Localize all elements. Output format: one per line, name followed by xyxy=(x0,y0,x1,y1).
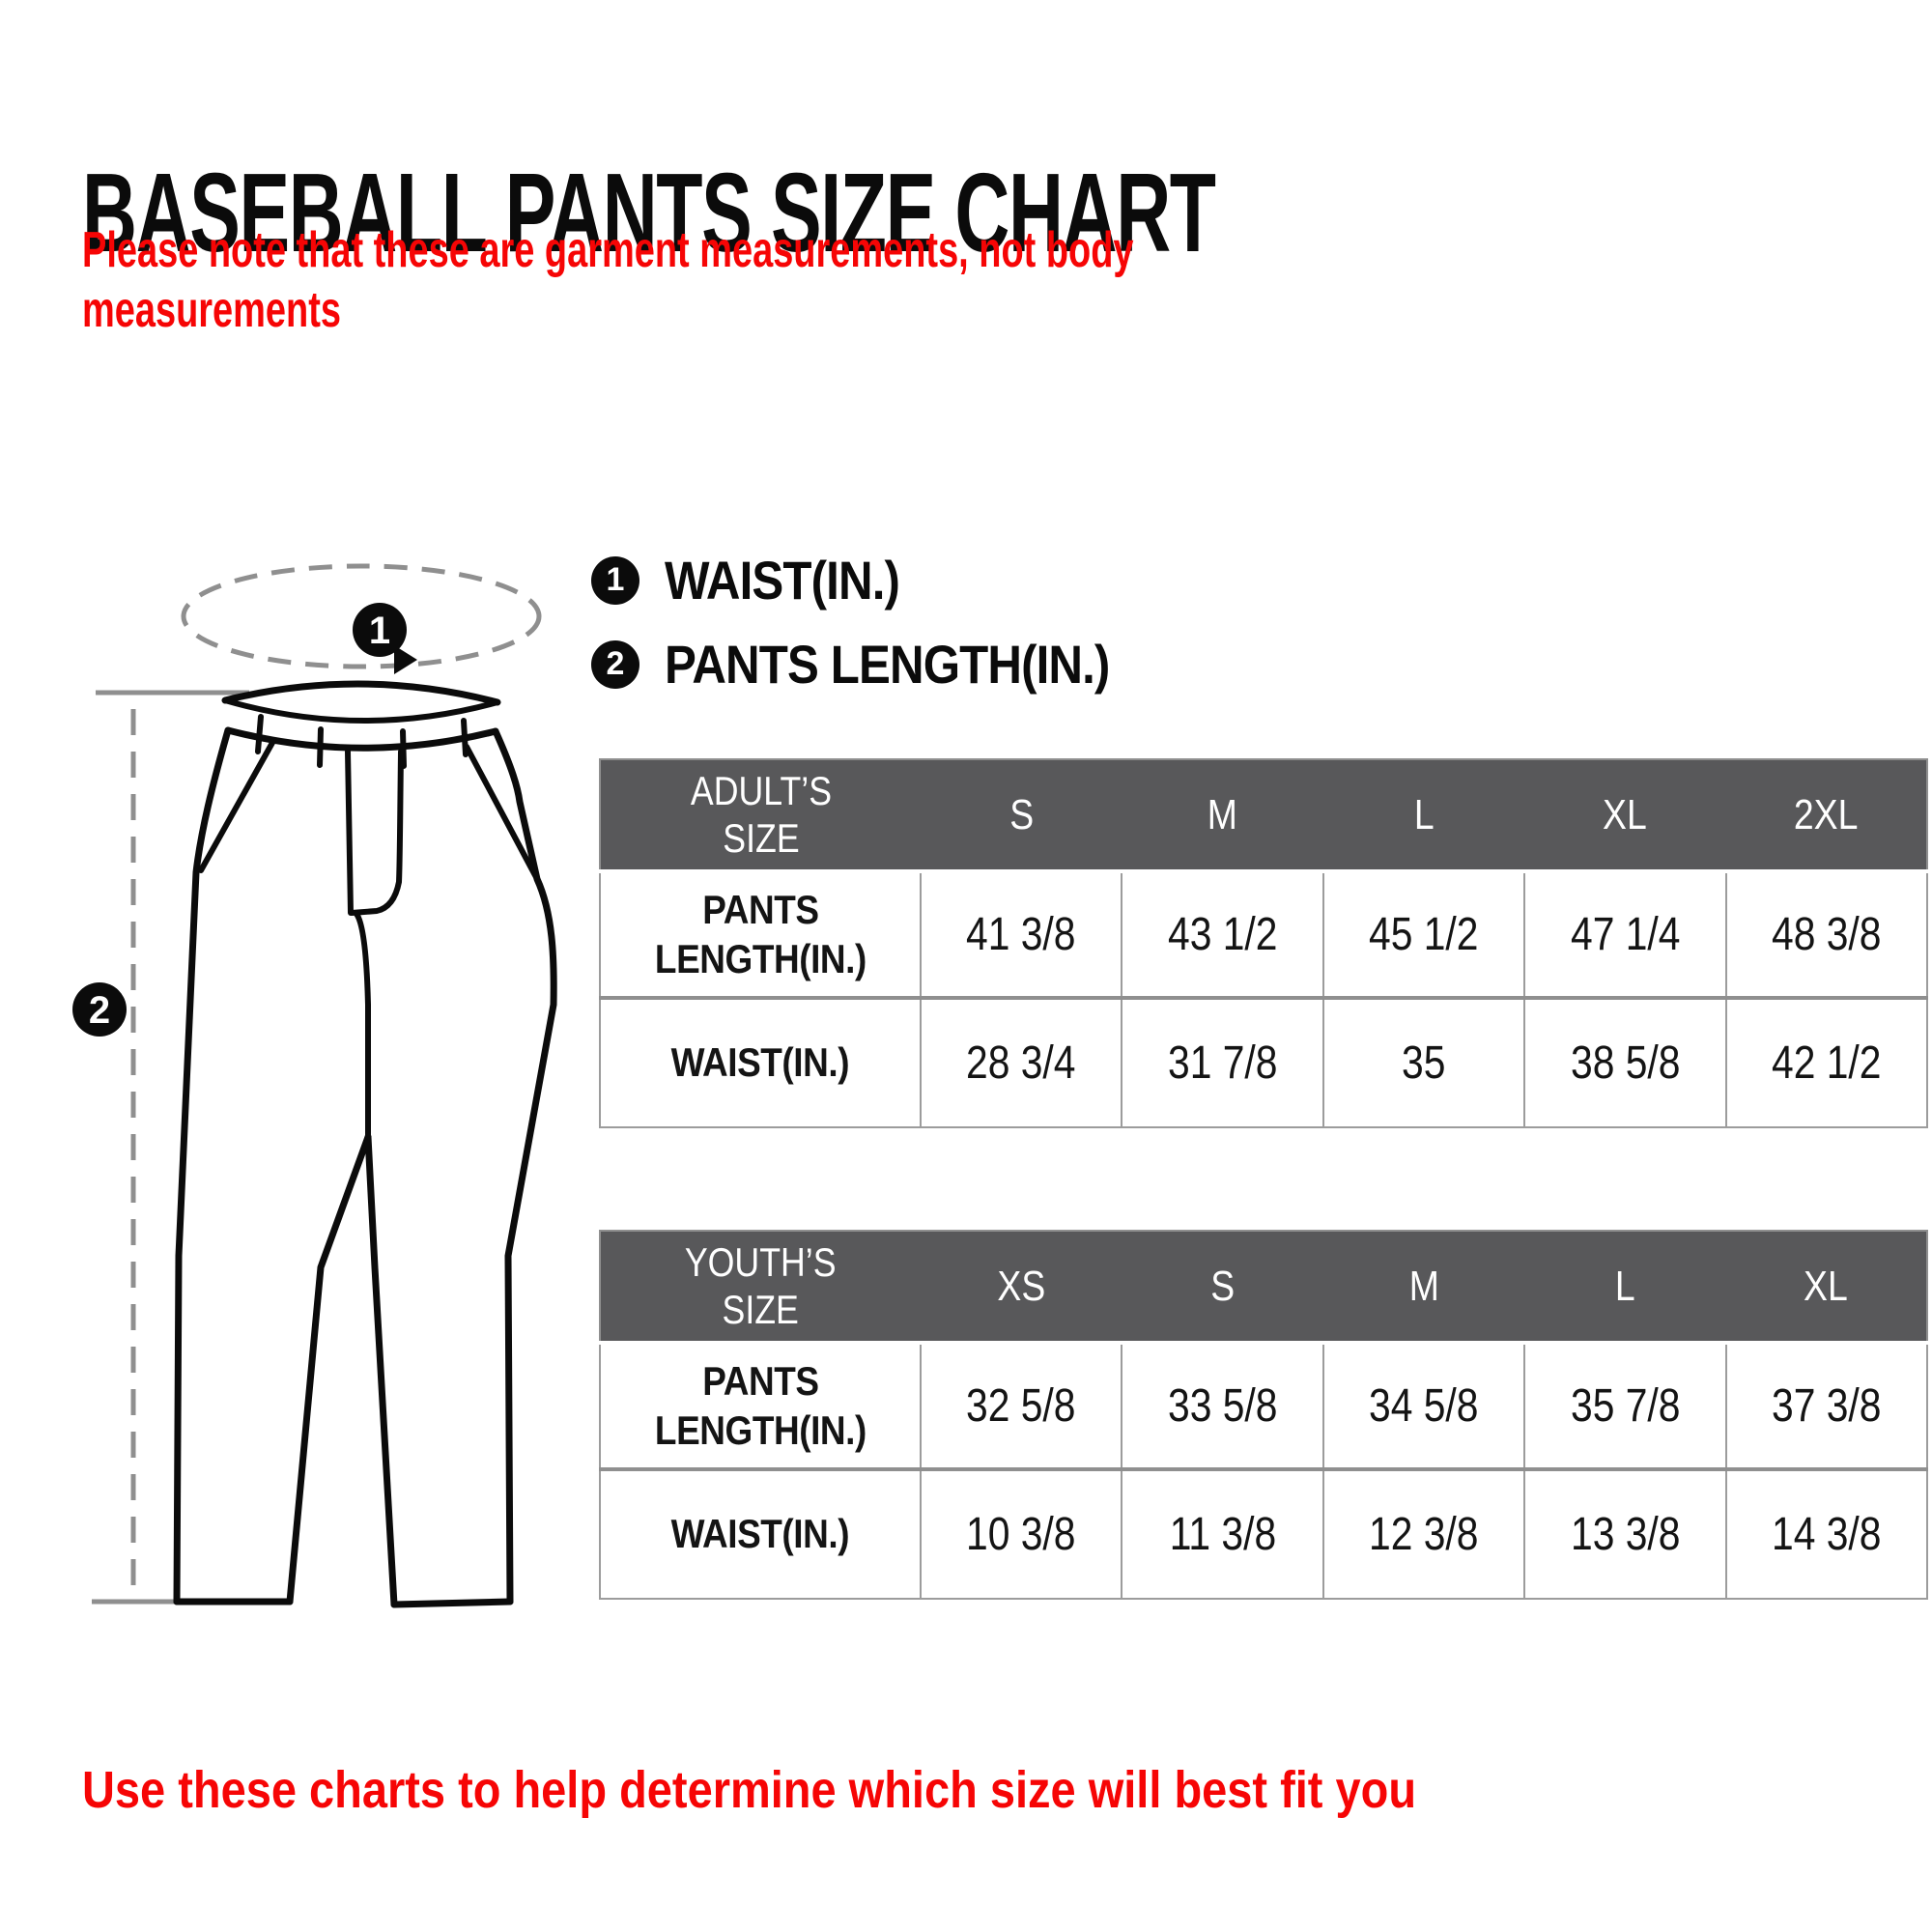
row-label: WAIST(IN.) xyxy=(599,1467,922,1600)
length-marker-circle: 2 xyxy=(72,982,127,1037)
belt-loop xyxy=(255,714,264,754)
fit-help-note: Use these charts to help determine which… xyxy=(82,1761,1417,1819)
pants-illustration: 1 2 xyxy=(68,425,609,1642)
legend-item-waist: 1 WAIST(IN.) xyxy=(591,549,1170,611)
table-cell: 43 1/2 xyxy=(1121,870,1324,999)
table-cell: 42 1/2 xyxy=(1724,996,1929,1128)
adult-col-xl: XL xyxy=(1524,759,1726,873)
adult-size-table: ADULT’S SIZE S M L XL 2XL PANTS LENGTH(I… xyxy=(599,758,1929,1128)
adult-col-m: M xyxy=(1122,759,1323,873)
table-cell: 34 5/8 xyxy=(1321,1342,1526,1470)
table-cell: 35 7/8 xyxy=(1523,1342,1727,1470)
legend-length-label: PANTS LENGTH(IN.) xyxy=(665,634,1110,695)
fly-left-line xyxy=(345,749,354,916)
table-cell: 47 1/4 xyxy=(1523,870,1727,999)
table-cell: 35 xyxy=(1321,996,1526,1128)
table-cell: 13 3/8 xyxy=(1523,1467,1727,1600)
right-pocket-line xyxy=(464,744,540,882)
waist-number-icon: 1 xyxy=(591,555,639,605)
row-label: WAIST(IN.) xyxy=(599,996,922,1128)
youth-col-xl: XL xyxy=(1725,1231,1927,1345)
center-seam xyxy=(354,911,371,1140)
length-number-icon: 2 xyxy=(591,639,639,689)
table-cell: 14 3/8 xyxy=(1724,1467,1929,1600)
waist-arrow-icon xyxy=(394,645,417,674)
waist-measure-ellipse xyxy=(181,563,542,669)
svg-text:2: 2 xyxy=(89,989,110,1032)
measurement-guides xyxy=(92,563,542,1605)
table-cell: 33 5/8 xyxy=(1121,1342,1324,1470)
table-cell: 38 5/8 xyxy=(1523,996,1727,1128)
adult-header-row: ADULT’S SIZE S M L XL 2XL xyxy=(600,759,1927,873)
fly-right-line xyxy=(349,749,404,916)
adult-pants-length-row: PANTS LENGTH(IN.) 41 3/8 43 1/2 45 1/2 4… xyxy=(599,870,1929,999)
adult-size-header: ADULT’S SIZE xyxy=(600,759,921,873)
page-title: BASEBALL PANTS SIZE CHART xyxy=(82,149,1216,275)
table-cell: 11 3/8 xyxy=(1121,1467,1324,1600)
waist-marker-circle: 1 xyxy=(353,603,407,657)
table-cell: 48 3/8 xyxy=(1724,870,1929,999)
youth-size-table: YOUTH’S SIZE XS S M L XL PANTS LENGTH(IN… xyxy=(599,1230,1929,1600)
legend-waist-label: WAIST(IN.) xyxy=(665,550,900,611)
row-label: PANTS LENGTH(IN.) xyxy=(599,1342,922,1470)
measurement-legend: 1 WAIST(IN.) 2 PANTS LENGTH(IN.) xyxy=(591,549,1170,717)
youth-col-m: M xyxy=(1322,1231,1525,1345)
youth-col-l: L xyxy=(1524,1231,1726,1345)
youth-size-header: YOUTH’S SIZE xyxy=(600,1231,921,1345)
row-label: PANTS LENGTH(IN.) xyxy=(599,870,922,999)
adult-waist-row: WAIST(IN.) 28 3/4 31 7/8 35 38 5/8 42 1/… xyxy=(599,996,1929,1128)
belt-loop xyxy=(317,726,324,768)
pants-diagram-svg: 1 2 xyxy=(72,563,557,1608)
left-pocket-line xyxy=(198,738,276,873)
table-cell: 32 5/8 xyxy=(919,1342,1123,1470)
youth-waist-row: WAIST(IN.) 10 3/8 11 3/8 12 3/8 13 3/8 1… xyxy=(599,1467,1929,1600)
table-cell: 37 3/8 xyxy=(1724,1342,1929,1470)
belt-loop xyxy=(400,728,407,769)
svg-text:1: 1 xyxy=(369,610,390,652)
table-cell: 28 3/4 xyxy=(919,996,1123,1128)
adult-col-s: S xyxy=(921,759,1122,873)
belt-loop xyxy=(461,718,469,757)
youth-header-row: YOUTH’S SIZE XS S M L XL xyxy=(600,1231,1927,1345)
youth-col-xs: XS xyxy=(921,1231,1122,1345)
adult-col-l: L xyxy=(1322,759,1525,873)
table-cell: 41 3/8 xyxy=(919,870,1123,999)
table-cell: 31 7/8 xyxy=(1121,996,1324,1128)
garment-measurement-note: Please note that these are garment measu… xyxy=(82,222,1134,339)
pants-outline xyxy=(173,680,557,1608)
youth-col-s: S xyxy=(1122,1231,1323,1345)
adult-col-2xl: 2XL xyxy=(1725,759,1927,873)
table-cell: 10 3/8 xyxy=(919,1467,1123,1600)
table-cell: 12 3/8 xyxy=(1321,1467,1526,1600)
table-cell: 45 1/2 xyxy=(1321,870,1526,999)
legend-item-length: 2 PANTS LENGTH(IN.) xyxy=(591,633,1170,696)
youth-pants-length-row: PANTS LENGTH(IN.) 32 5/8 33 5/8 34 5/8 3… xyxy=(599,1342,1929,1470)
